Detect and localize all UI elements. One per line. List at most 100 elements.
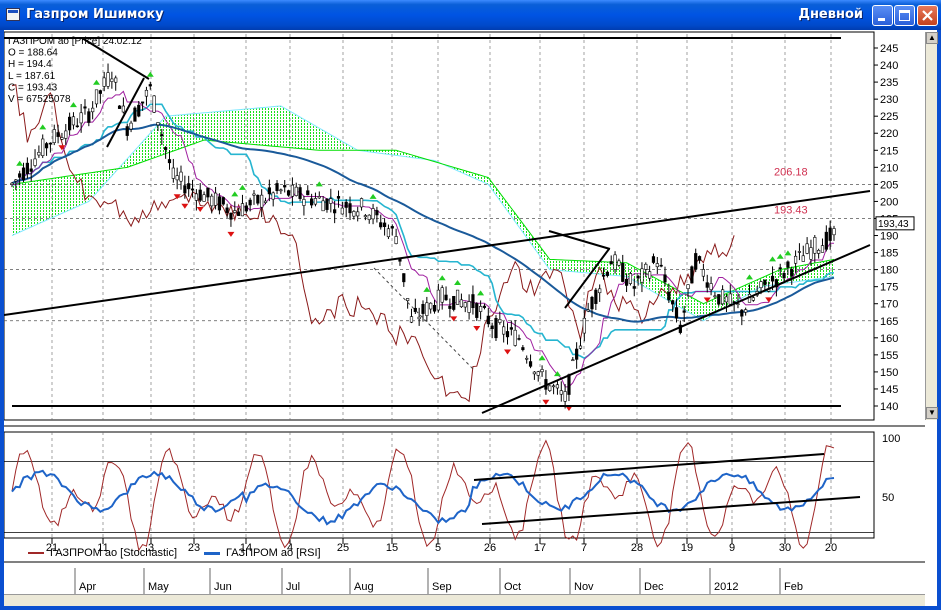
candle-body (91, 107, 95, 113)
candle-body (183, 185, 187, 194)
candle-body (448, 305, 452, 309)
senkou-span-b (11, 139, 835, 305)
candle-body (417, 316, 421, 320)
candle-body (774, 279, 778, 288)
info-line: ГАЗПРОМ ао [Price] 24.02.12 (8, 36, 142, 47)
candle-body (48, 142, 53, 145)
candle-body (352, 211, 356, 217)
candle-body (471, 294, 475, 309)
date-tick-label: 26 (484, 542, 496, 554)
candle-body (736, 303, 740, 306)
candle-body (306, 190, 310, 196)
candle-body (64, 130, 68, 139)
candle-body (567, 374, 571, 395)
scroll-up-button[interactable]: ▲ (926, 32, 938, 44)
price-scrollbar[interactable]: ▲ ▼ (925, 32, 938, 420)
period-label: Дневной (798, 7, 863, 22)
title-bar[interactable]: Газпром Ишимоку Дневной (0, 0, 941, 30)
price-tick-label: 220 (880, 128, 898, 140)
candle-body (375, 210, 379, 216)
candle-body (575, 348, 579, 360)
candle-body (790, 269, 794, 277)
sell-signal-marker (473, 325, 481, 331)
candle-body (402, 273, 406, 283)
oscillator-legend: ГАЗПРОМ ао [Stochastic] ГАЗПРОМ ао [RSI] (4, 545, 925, 562)
candle-body (697, 256, 702, 261)
legend-stochastic-label: ГАЗПРОМ ао [Stochastic] (50, 547, 178, 559)
sell-signal-marker (542, 399, 550, 405)
candle-body (379, 222, 383, 228)
candle-body (221, 197, 225, 205)
candle-body (613, 254, 617, 270)
candle-body (283, 185, 287, 188)
buy-signal-marker (477, 290, 485, 296)
candle-body (213, 192, 218, 206)
candle-body (494, 318, 498, 339)
date-tick-label: 14 (240, 542, 252, 554)
date-tick-label: 5 (435, 542, 441, 554)
candle-body (140, 101, 145, 104)
window-title: Газпром Ишимоку (26, 7, 164, 22)
candle-body (336, 196, 341, 199)
candle-body (286, 190, 291, 196)
current-price-marker: 193,43 (875, 216, 915, 231)
month-label: Jun (214, 581, 232, 593)
candle-body (555, 384, 560, 389)
candle-body (117, 105, 122, 109)
candle-body (674, 307, 679, 319)
close-icon (922, 10, 933, 21)
candle-body (463, 302, 467, 308)
candle-body (386, 228, 391, 238)
price-tick-label: 215 (880, 145, 898, 157)
chart-window-icon[interactable] (6, 8, 20, 21)
candle-body (275, 183, 279, 191)
candle-body (513, 329, 517, 346)
month-label: Jul (286, 581, 300, 593)
scroll-down-button[interactable]: ▼ (926, 407, 938, 419)
candle-body (432, 305, 437, 312)
trend-line (564, 248, 610, 309)
minimize-button[interactable] (872, 5, 893, 26)
price-tick-label: 140 (880, 401, 898, 413)
price-tick-label: 205 (880, 179, 898, 191)
candle-body (751, 297, 755, 301)
candle-body (690, 266, 694, 284)
info-line: C = 193.43 (8, 82, 58, 93)
trend-line (106, 77, 145, 148)
candles (10, 63, 836, 409)
tenkan-line (11, 90, 834, 388)
candle-body (237, 211, 241, 216)
close-button[interactable] (917, 5, 938, 26)
candle-body (502, 326, 506, 335)
candle-body (382, 222, 387, 227)
sell-signal-marker (504, 349, 512, 355)
candle-body (206, 187, 210, 198)
maximize-button[interactable] (894, 5, 915, 26)
candle-body (94, 89, 99, 105)
candle-body (797, 251, 802, 253)
candle-body (71, 116, 76, 126)
candle-body (68, 116, 72, 131)
sell-signal-marker (565, 406, 573, 412)
date-tick-label: 4 (287, 542, 293, 554)
minimize-icon (878, 18, 885, 21)
candle-body (164, 147, 168, 150)
candle-body (793, 255, 798, 264)
candle-body (359, 198, 364, 208)
osc-tick-label: 100 (882, 433, 900, 445)
candle-body (521, 347, 525, 351)
info-line: O = 188.64 (8, 48, 58, 59)
date-scrollbar[interactable] (4, 594, 925, 606)
candle-body (394, 236, 398, 244)
date-tick-label: 7 (581, 542, 587, 554)
candle-body (475, 303, 479, 318)
month-label: Sep (432, 581, 452, 593)
info-line: V = 67525078 (8, 94, 71, 105)
candle-body (786, 261, 790, 268)
candle-body (171, 167, 175, 179)
candle-body (651, 256, 656, 263)
month-label: May (148, 581, 169, 593)
date-tick-label: 30 (779, 542, 791, 554)
date-tick-label: 20 (825, 542, 837, 554)
